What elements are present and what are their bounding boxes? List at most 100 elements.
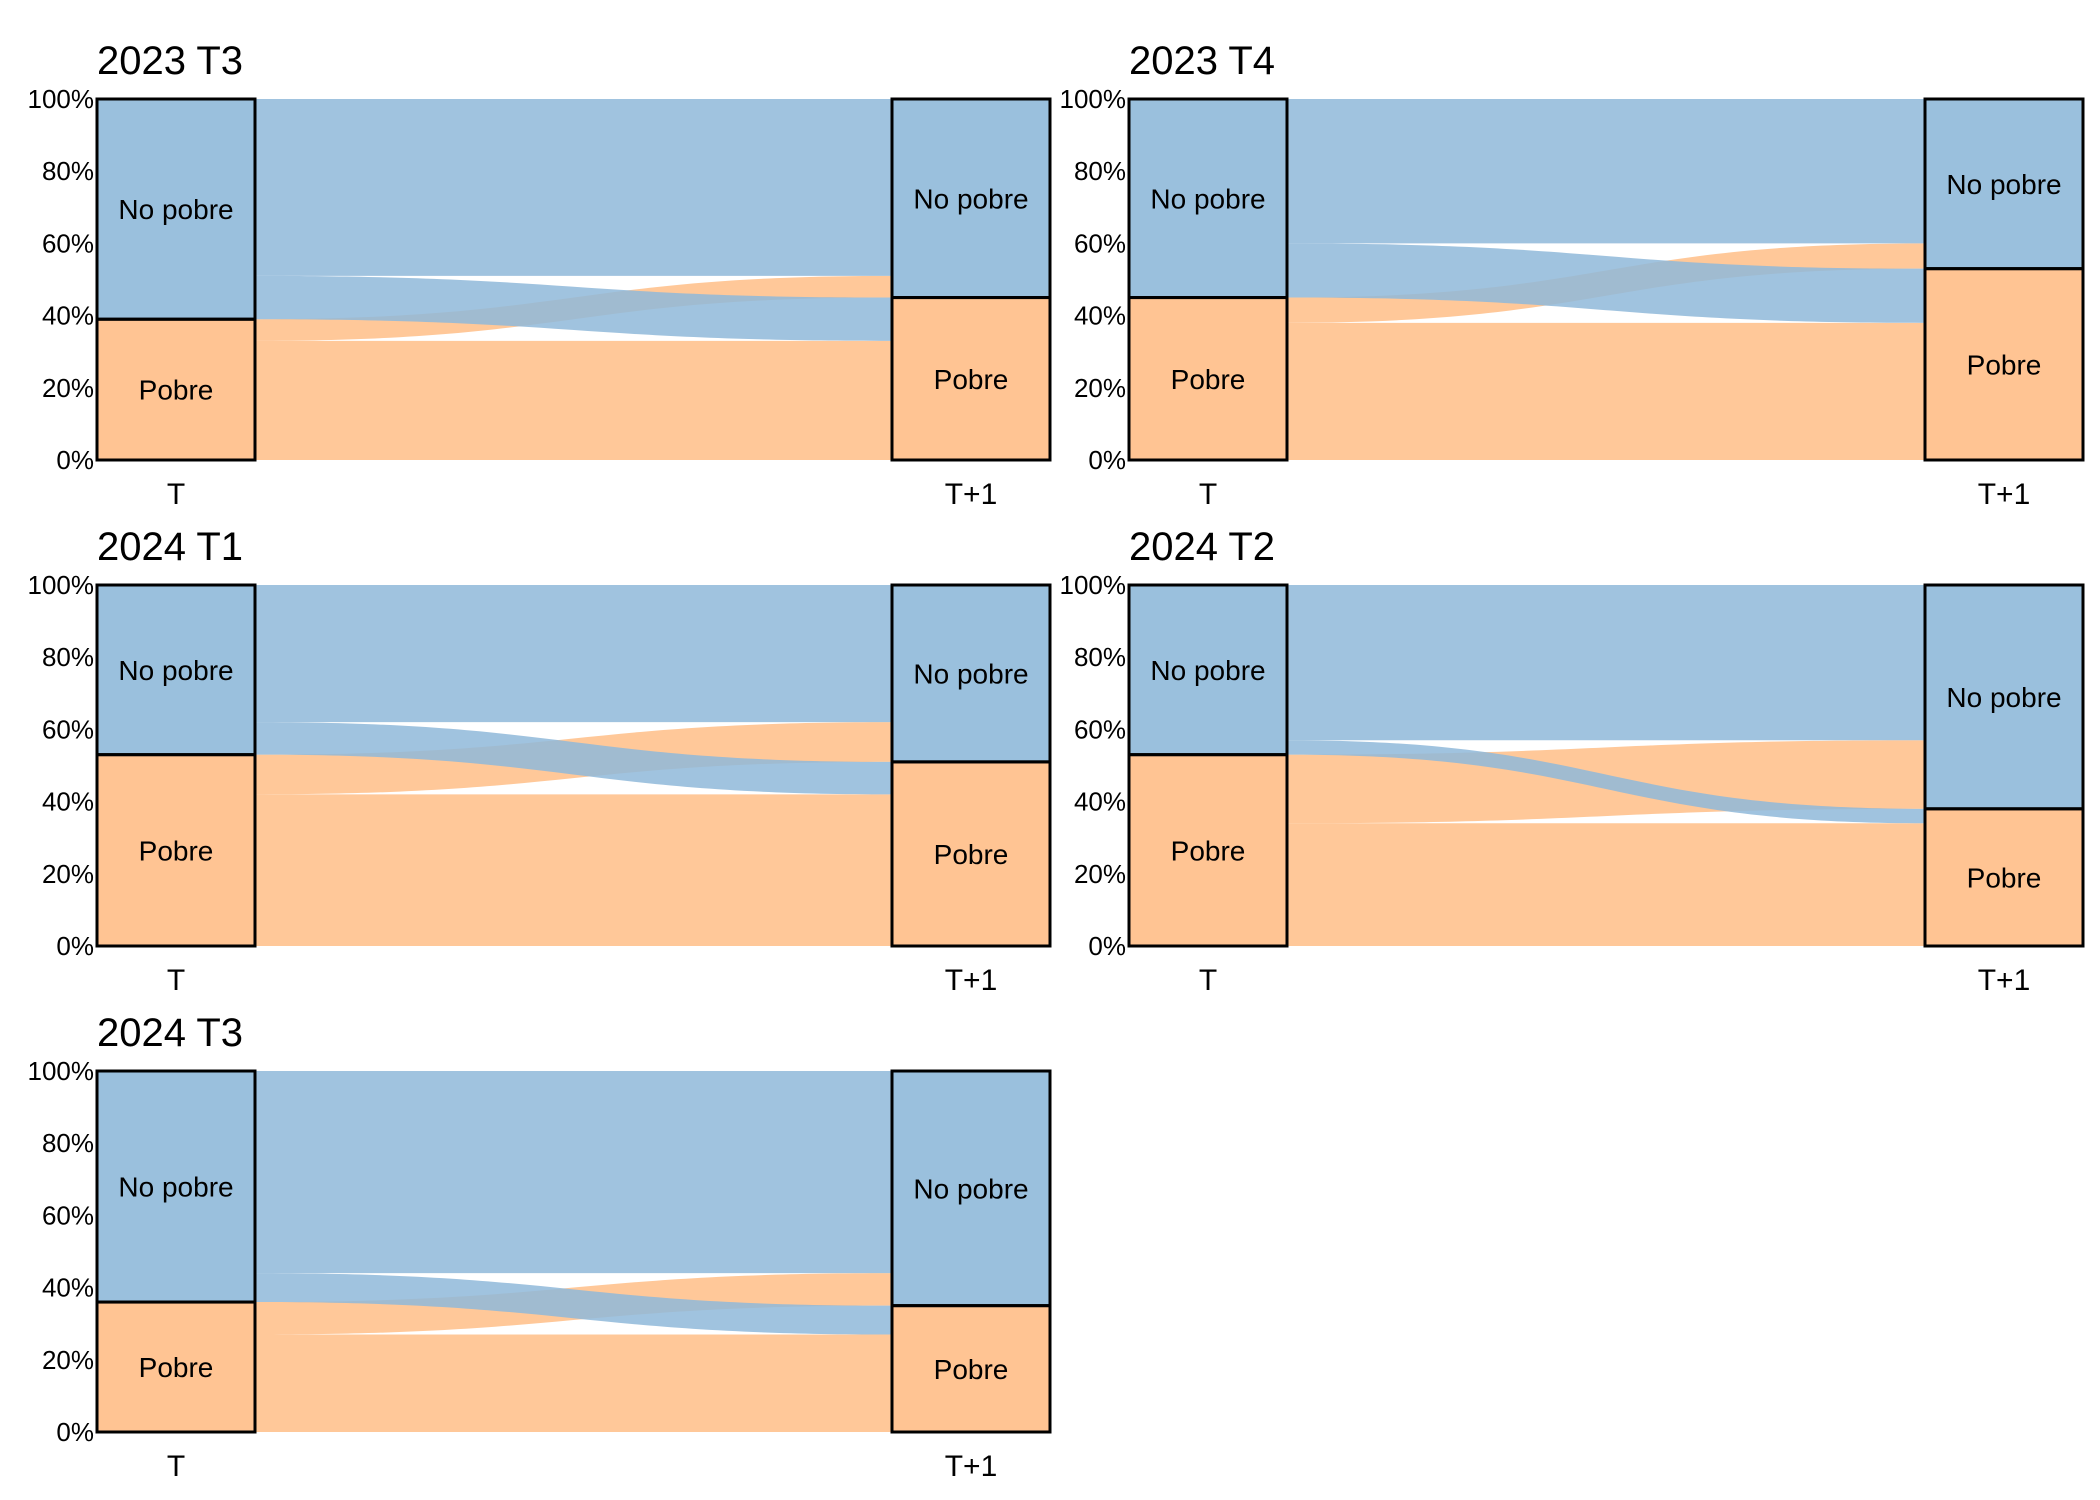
y-tick-label: 100% <box>28 570 95 600</box>
y-tick-label: 40% <box>1074 301 1126 331</box>
y-tick-label: 40% <box>1074 787 1126 817</box>
flow-ribbon <box>1287 585 1925 741</box>
stratum-box <box>95 1069 257 1304</box>
y-tick-label: 20% <box>42 859 94 889</box>
panel-3: 2024 T1 0% 20% 40% 60% 80% 100% Pobre No pobre Po… <box>28 525 1052 997</box>
stratum-label: No pobre <box>1150 655 1265 686</box>
flow-ribbon <box>255 1273 892 1335</box>
stratum-box <box>890 97 1052 300</box>
x-axis-label: T+1 <box>945 1450 998 1483</box>
stratum-fill <box>1129 297 1287 460</box>
flow-ribbon <box>255 99 892 276</box>
y-tick-label: 80% <box>42 156 94 186</box>
y-tick-label: 100% <box>28 1056 95 1086</box>
stratum-fill <box>97 99 255 320</box>
flow-ribbon <box>255 1071 892 1274</box>
flow-ribbon <box>255 275 892 341</box>
x-axis-label: T+1 <box>1978 478 2031 511</box>
stratum-label: Pobre <box>1171 835 1246 866</box>
stratum-fill <box>892 585 1050 762</box>
stratum-fill <box>1925 585 2083 809</box>
stratum-fill <box>1129 585 1287 755</box>
stratum-label: No pobre <box>1946 682 2061 713</box>
stratum-fill <box>97 585 255 755</box>
x-axis-label: T+1 <box>945 964 998 997</box>
y-tick-label: 100% <box>1060 84 1127 114</box>
stratum-label: No pobre <box>913 1173 1028 1204</box>
stratum-label: Pobre <box>1967 349 2042 380</box>
stratum-label: No pobre <box>118 655 233 686</box>
panel-title: 2024 T2 <box>1129 525 1275 569</box>
stratum-box <box>1923 97 2085 271</box>
stratum-box <box>890 1069 1052 1308</box>
y-tick-label: 0% <box>56 445 94 475</box>
stratum-label: Pobre <box>934 364 1009 395</box>
stratum-label: Pobre <box>1967 862 2042 893</box>
stratum-label: No pobre <box>118 1172 233 1203</box>
y-tick-label: 20% <box>1074 859 1126 889</box>
flow-ribbon <box>1287 99 1925 244</box>
flow-ribbon <box>255 1334 892 1432</box>
stratum-box <box>95 583 257 757</box>
stratum-label: Pobre <box>934 1354 1009 1385</box>
stratum-fill <box>892 99 1050 298</box>
stratum-box <box>1127 583 1289 757</box>
stratum-fill <box>97 1071 255 1303</box>
stratum-fill <box>97 319 255 460</box>
stratum-label: Pobre <box>934 839 1009 870</box>
y-tick-label: 0% <box>1088 931 1126 961</box>
stratum-label: Pobre <box>139 375 214 406</box>
flow-ribbon <box>1287 243 1925 323</box>
stratum-label: Pobre <box>1171 364 1246 395</box>
stratum-label: No pobre <box>118 194 233 225</box>
stratum-label: Pobre <box>139 1352 214 1383</box>
stratum-fill <box>1129 754 1287 946</box>
y-tick-label: 60% <box>1074 228 1126 258</box>
stratum-fill <box>1925 99 2083 269</box>
x-axis-label: T <box>1199 964 1217 997</box>
stratum-fill <box>1129 99 1287 298</box>
x-axis-label: T <box>167 478 185 511</box>
x-axis-label: T <box>1199 478 1217 511</box>
stratum-box <box>1923 583 2085 811</box>
stratum-fill <box>892 297 1050 460</box>
stratum-box <box>1127 97 1289 300</box>
flow-ribbon <box>1287 322 1925 460</box>
x-axis-label: T <box>167 964 185 997</box>
panel-1: 2023 T3 0% 20% 40% 60% 80% 100% Pobre No pobre Po… <box>28 39 1052 511</box>
y-tick-label: 0% <box>56 931 94 961</box>
panel-title: 2023 T3 <box>97 39 243 83</box>
x-axis-label: T+1 <box>945 478 998 511</box>
stratum-label: No pobre <box>1946 169 2061 200</box>
stratum-fill <box>1925 808 2083 946</box>
y-tick-label: 20% <box>42 373 94 403</box>
y-tick-label: 60% <box>42 1200 94 1230</box>
stratum-fill <box>1925 268 2083 460</box>
flow-ribbon <box>255 340 892 460</box>
y-tick-label: 20% <box>42 1345 94 1375</box>
stratum-box <box>95 97 257 321</box>
panel-title: 2024 T3 <box>97 1011 243 1055</box>
panel-title: 2024 T1 <box>97 525 243 569</box>
panel-2: 2023 T4 0% 20% 40% 60% 80% 100% Pobre No pobre Po… <box>1060 39 2085 511</box>
stratum-label: Pobre <box>139 835 214 866</box>
y-tick-label: 60% <box>42 714 94 744</box>
y-tick-label: 60% <box>42 228 94 258</box>
y-tick-label: 80% <box>1074 156 1126 186</box>
panel-5: 2024 T3 0% 20% 40% 60% 80% 100% Pobre No pobre Po… <box>28 1011 1052 1483</box>
flow-ribbon <box>1287 740 1925 824</box>
x-axis-label: T <box>167 1450 185 1483</box>
panel-title: 2023 T4 <box>1129 39 1275 83</box>
y-tick-label: 40% <box>42 787 94 817</box>
stratum-label: No pobre <box>913 658 1028 689</box>
flow-ribbon <box>1287 823 1925 946</box>
y-tick-label: 100% <box>28 84 95 114</box>
stratum-fill <box>97 1302 255 1432</box>
y-tick-label: 40% <box>42 301 94 331</box>
flow-ribbon <box>255 722 892 795</box>
panel-4: 2024 T2 0% 20% 40% 60% 80% 100% Pobre No pobre Po… <box>1060 525 2085 997</box>
flow-ribbon <box>255 585 892 723</box>
y-tick-label: 0% <box>56 1417 94 1447</box>
y-tick-label: 100% <box>1060 570 1127 600</box>
